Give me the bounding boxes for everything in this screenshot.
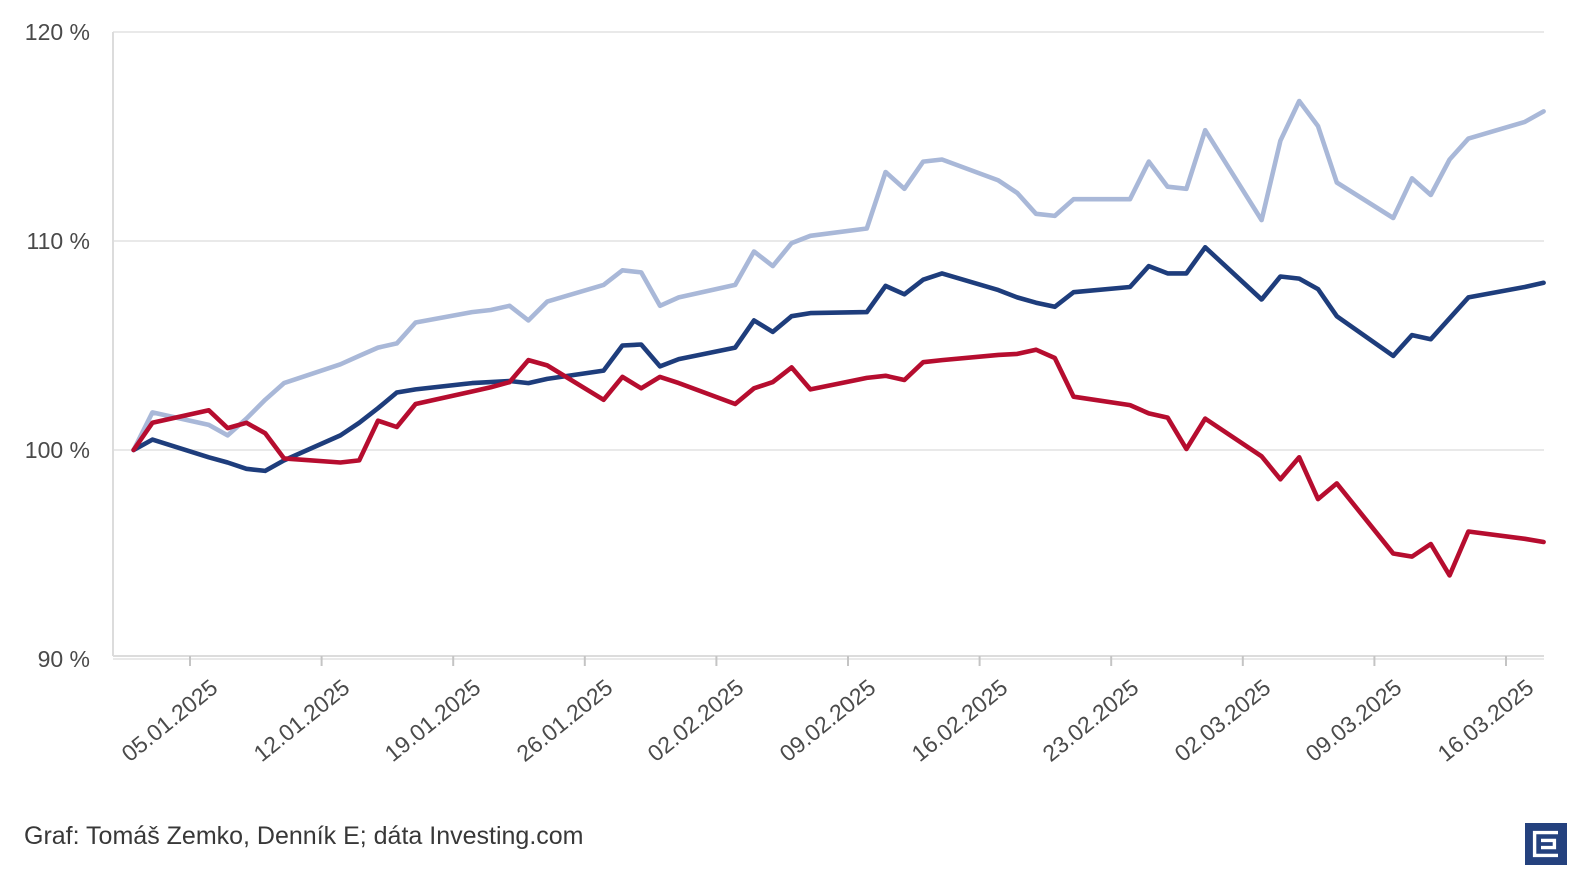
series-light-blue-line xyxy=(131,98,1546,453)
dennik-e-logo-icon xyxy=(1525,823,1567,865)
logo-background xyxy=(1525,823,1567,865)
y-axis-label: 90 % xyxy=(37,646,90,672)
y-axis-label: 110 % xyxy=(26,228,90,254)
chart-attribution: Graf: Tomáš Zemko, Denník E; dáta Invest… xyxy=(24,822,584,850)
y-axis-label: 100 % xyxy=(24,437,90,463)
series-dark-blue-line xyxy=(131,245,1546,474)
y-axis-label: 120 % xyxy=(24,19,90,45)
series-red-line xyxy=(131,347,1546,578)
logo-e-outer-stroke xyxy=(1532,830,1558,858)
logo-e-inner-stroke xyxy=(1541,838,1557,850)
